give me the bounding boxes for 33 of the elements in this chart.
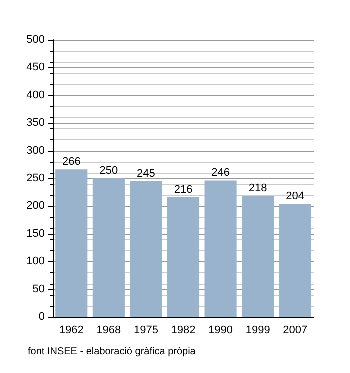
y-tick-label: 300 xyxy=(26,144,45,157)
bar xyxy=(56,170,88,317)
y-tick-label: 200 xyxy=(26,200,45,212)
y-tick-label: 350 xyxy=(26,117,45,130)
x-tick-label: 1962 xyxy=(59,324,84,336)
y-tick-label: 100 xyxy=(26,256,45,268)
y-tick-label: 0 xyxy=(38,311,45,323)
data-label: 216 xyxy=(174,184,193,196)
data-label: 218 xyxy=(248,182,268,195)
x-tick-label: 1975 xyxy=(134,324,158,336)
text: font INSEE - elaboració gràfica pròpia xyxy=(28,346,196,358)
x-tick-label: 1982 xyxy=(171,324,196,336)
bar xyxy=(92,178,125,317)
data-label: 250 xyxy=(100,165,118,177)
bar xyxy=(242,196,274,317)
y-tick-label: 450 xyxy=(26,62,45,74)
bar xyxy=(279,204,312,317)
x-tick-label: 1990 xyxy=(208,324,234,336)
data-label: 266 xyxy=(62,156,81,168)
data-label: 246 xyxy=(212,167,230,180)
x-tick-label: 1999 xyxy=(246,324,270,336)
x-tick-label: 2007 xyxy=(283,324,308,336)
bar xyxy=(167,197,200,317)
x-tick-label: 1968 xyxy=(96,324,122,336)
data-label: 245 xyxy=(137,168,156,180)
y-tick-label: 400 xyxy=(26,89,45,102)
data-label: 204 xyxy=(286,190,305,202)
y-tick-label: 50 xyxy=(32,283,45,296)
bar xyxy=(204,180,237,317)
bar xyxy=(130,181,162,317)
y-tick-label: 500 xyxy=(26,34,45,46)
y-tick-label: 150 xyxy=(26,228,45,240)
y-tick-label: 250 xyxy=(26,172,45,184)
